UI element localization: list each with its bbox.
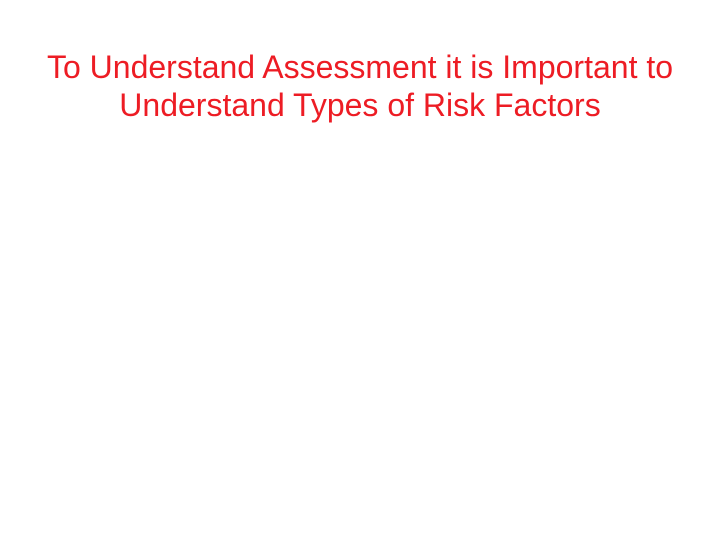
slide-container: To Understand Assessment it is Important… xyxy=(0,0,720,540)
slide-title: To Understand Assessment it is Important… xyxy=(40,48,680,125)
